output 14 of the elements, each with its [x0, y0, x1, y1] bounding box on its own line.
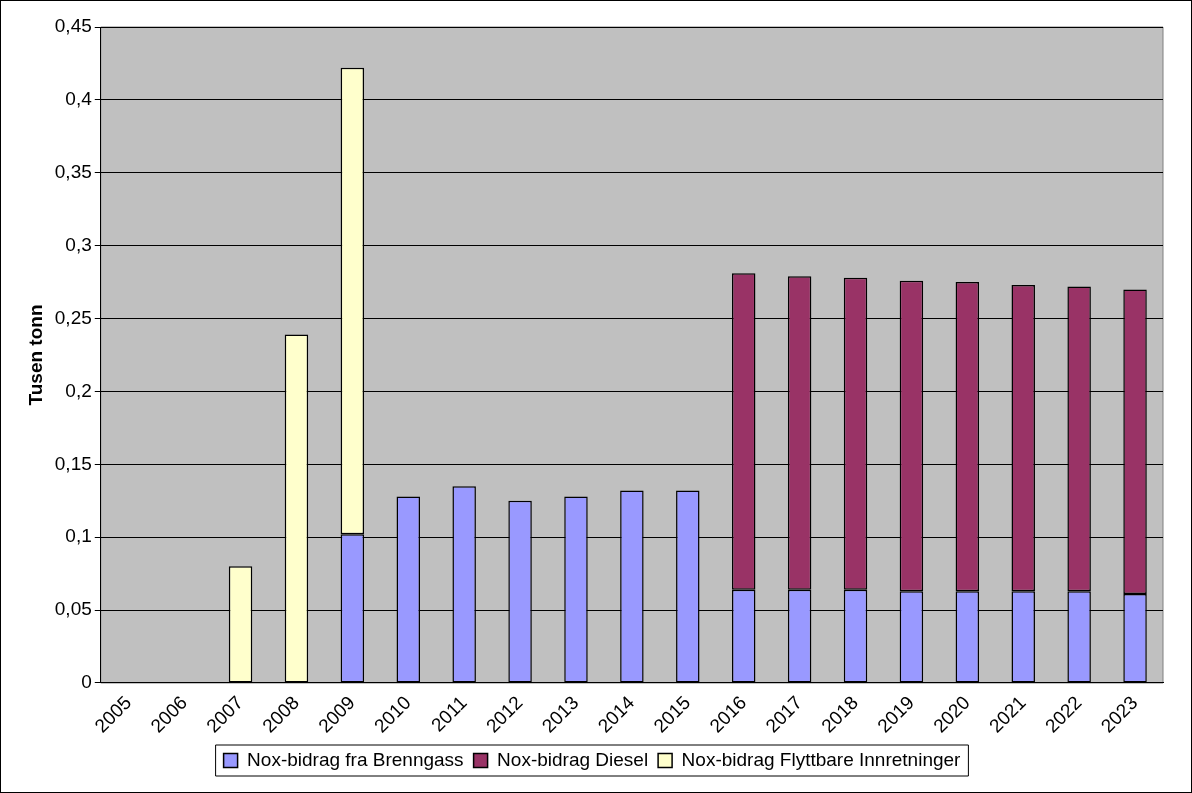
y-tick-label: 0,4 — [65, 88, 93, 110]
y-tick-label: 0,25 — [54, 306, 92, 328]
y-tick-label: 0,1 — [65, 525, 92, 547]
y-tick-label: 0,05 — [54, 598, 92, 620]
y-tick-label: 0,2 — [65, 379, 92, 401]
y-tick-label: 0,45 — [54, 15, 92, 37]
y-tick-label: 0,35 — [54, 161, 92, 183]
legend-label: Nox-bidrag fra Brenngass — [247, 748, 464, 770]
legend-label: Nox-bidrag Flyttbare Innretninger — [681, 748, 962, 770]
legend-label: Nox-bidrag Diesel — [497, 748, 649, 770]
y-tick-label: 0,3 — [65, 233, 92, 255]
y-tick-label: 0,15 — [54, 452, 92, 474]
y-tick-label: 0 — [81, 671, 92, 693]
y-axis-title: Tusen tonn — [24, 304, 46, 406]
